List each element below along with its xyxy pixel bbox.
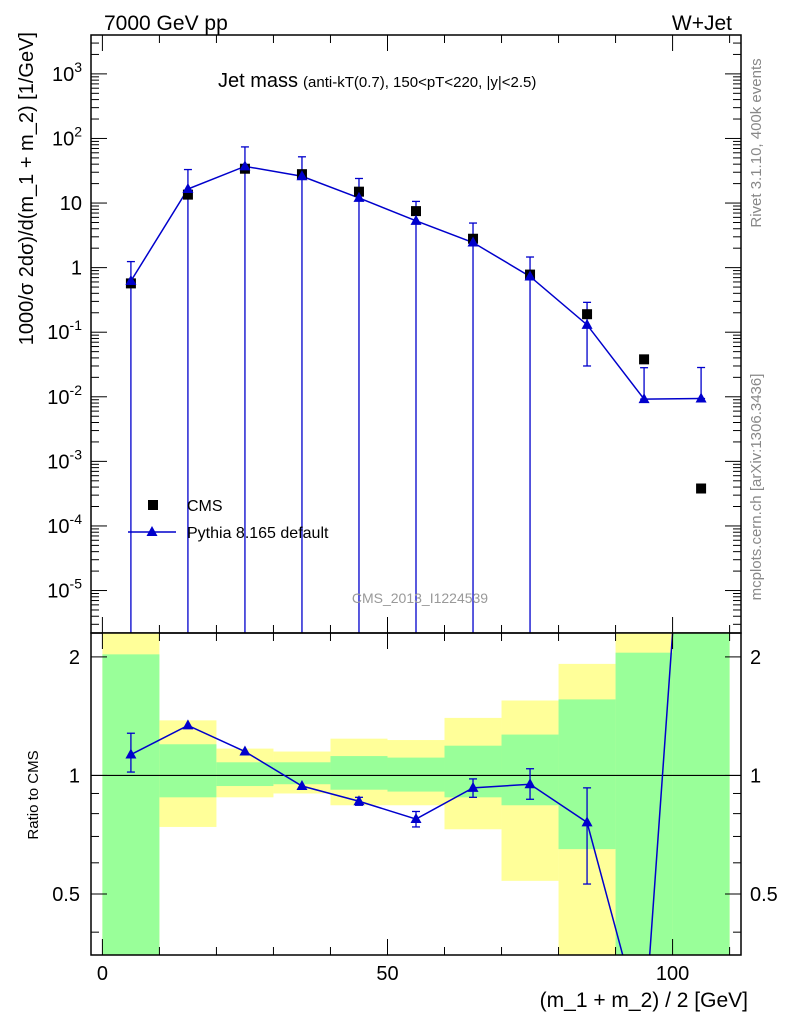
header-process-label: W+Jet — [672, 12, 732, 35]
ratio-x-tick-label: 100 — [656, 963, 689, 985]
ratio-inner-band — [102, 654, 160, 955]
main-y-tick-label-base: 10 — [60, 193, 82, 215]
cms-data-point — [411, 206, 421, 217]
pythia-data-point — [125, 275, 137, 286]
pythia-data-point — [296, 170, 308, 181]
ratio-data-point — [353, 795, 365, 806]
main-y-tick-label: 10-3 — [47, 446, 82, 473]
main-y-tick-label-exponent: 2 — [74, 123, 82, 139]
legend-cms-label: CMS — [187, 498, 223, 515]
pythia-data-point — [239, 160, 251, 171]
main-y-tick-label-exponent: -2 — [70, 382, 83, 398]
main-y-tick-label-base: 10 — [47, 516, 69, 538]
ratio-x-tick-label: 50 — [376, 963, 398, 985]
main-y-tick-label-exponent: -5 — [70, 576, 83, 592]
legend: CMS Pythia 8.165 default — [128, 498, 329, 542]
main-y-tick-label: 10-2 — [47, 382, 82, 409]
pythia-data-point — [638, 393, 650, 404]
mcplots-label: mcplots.cern.ch [arXiv:1306.3436] — [748, 374, 765, 601]
ratio-y-axis-label: Ratio to CMS — [25, 750, 42, 839]
cms-data-point — [696, 483, 707, 494]
main-y-tick-label-base: 10 — [47, 322, 69, 344]
cms-data-point — [582, 309, 593, 320]
main-y-tick-label-base: 10 — [52, 128, 74, 150]
ratio-inner-band — [159, 744, 217, 798]
ratio-data-point — [581, 816, 593, 827]
rivet-label: Rivet 3.1.10, 400k events — [748, 58, 765, 227]
header-beam-label: 7000 GeV pp — [104, 12, 228, 35]
ratio-x-tick-labels: 0 50 100 — [97, 963, 689, 985]
x-axis-label: (m_1 + m_2) / 2 [GeV] — [540, 989, 748, 1012]
ratio-series-layer — [125, 633, 674, 955]
main-y-tick-label: 10 — [60, 193, 82, 215]
main-y-tick-label-exponent: -1 — [70, 317, 83, 333]
ratio-data-point — [410, 813, 422, 824]
ratio-y-tick-labels: 0.5 0.5 1 1 2 2 — [52, 647, 778, 906]
ratio-data-point — [296, 780, 308, 791]
pythia-data-point — [695, 392, 707, 403]
ratio-inner-band — [330, 756, 388, 790]
main-title-text: Jet mass — [218, 70, 298, 92]
main-subtitle-text: (anti-kT(0.7), 150<pT<220, |y|<2.5) — [303, 74, 536, 91]
main-y-tick-label-exponent: 3 — [74, 59, 82, 75]
pythia-data-point — [467, 236, 479, 247]
cms-data-point — [353, 186, 364, 197]
ratio-inner-band — [387, 757, 445, 792]
main-y-tick-label-base: 10 — [47, 451, 69, 473]
main-y-tick-label-base: 10 — [47, 581, 69, 603]
main-y-axis-label: 1000/σ 2dσ)/d(m_1 + m_2) [1/GeV] — [16, 32, 38, 345]
ratio-data-point — [182, 719, 194, 730]
ratio-x-tick-label: 0 — [97, 963, 108, 985]
ratio-y-tick-label-right: 1 — [750, 765, 761, 787]
main-y-tick-label: 10-1 — [47, 317, 82, 344]
ratio-y-tick-label-left: 1 — [69, 765, 80, 787]
ratio-y-tick-label-left: 0.5 — [52, 884, 80, 906]
main-y-tick-label: 10-5 — [47, 576, 82, 603]
ratio-data-point — [467, 781, 479, 792]
main-y-tick-label-base: 10 — [52, 64, 74, 86]
ratio-axis-ticks — [91, 633, 741, 955]
main-y-tick-label-exponent: -3 — [70, 446, 83, 462]
legend-pythia-label: Pythia 8.165 default — [187, 525, 329, 542]
ratio-y-tick-label-right: 2 — [750, 647, 761, 669]
ratio-data-point — [239, 745, 251, 756]
cms-data-point — [182, 189, 193, 200]
ratio-inner-band — [216, 762, 274, 787]
main-title: Jet mass (anti-kT(0.7), 150<pT<220, |y|<2… — [218, 70, 536, 92]
ratio-y-tick-label-right: 0.5 — [750, 884, 778, 906]
pythia-data-point — [353, 191, 365, 202]
main-y-tick-label: 103 — [52, 59, 82, 86]
main-axis-ticks — [91, 34, 741, 633]
legend-pythia-marker — [146, 526, 158, 536]
main-series-layer — [125, 146, 707, 633]
ratio-bands-layer — [91, 633, 741, 955]
main-watermark: CMS_2013_I1224539 — [352, 590, 488, 606]
legend-cms-marker — [148, 500, 158, 510]
pythia-data-point — [182, 182, 194, 193]
cms-data-point — [639, 354, 650, 365]
ratio-data-point — [524, 778, 536, 789]
main-y-tick-label-base: 1 — [71, 258, 82, 280]
ratio-inner-band — [672, 633, 730, 955]
pythia-data-point — [524, 270, 536, 281]
main-y-tick-label: 10-4 — [47, 511, 82, 538]
main-y-tick-label: 1 — [71, 258, 82, 280]
ratio-inner-band — [273, 762, 331, 785]
pythia-data-point — [581, 318, 593, 329]
main-y-tick-label: 102 — [52, 123, 82, 150]
pythia-data-point — [410, 214, 422, 225]
main-y-tick-label-exponent: -4 — [70, 511, 83, 527]
ratio-inner-band — [615, 652, 673, 955]
ratio-plot-frame — [90, 632, 742, 956]
main-y-tick-label-base: 10 — [47, 387, 69, 409]
ratio-panel: 0.5 0.5 1 1 2 2 0 50 100 Ratio to CMS (m_1 + m_… — [25, 632, 778, 1012]
ratio-y-tick-label-left: 2 — [69, 647, 80, 669]
ratio-data-point — [125, 748, 137, 759]
